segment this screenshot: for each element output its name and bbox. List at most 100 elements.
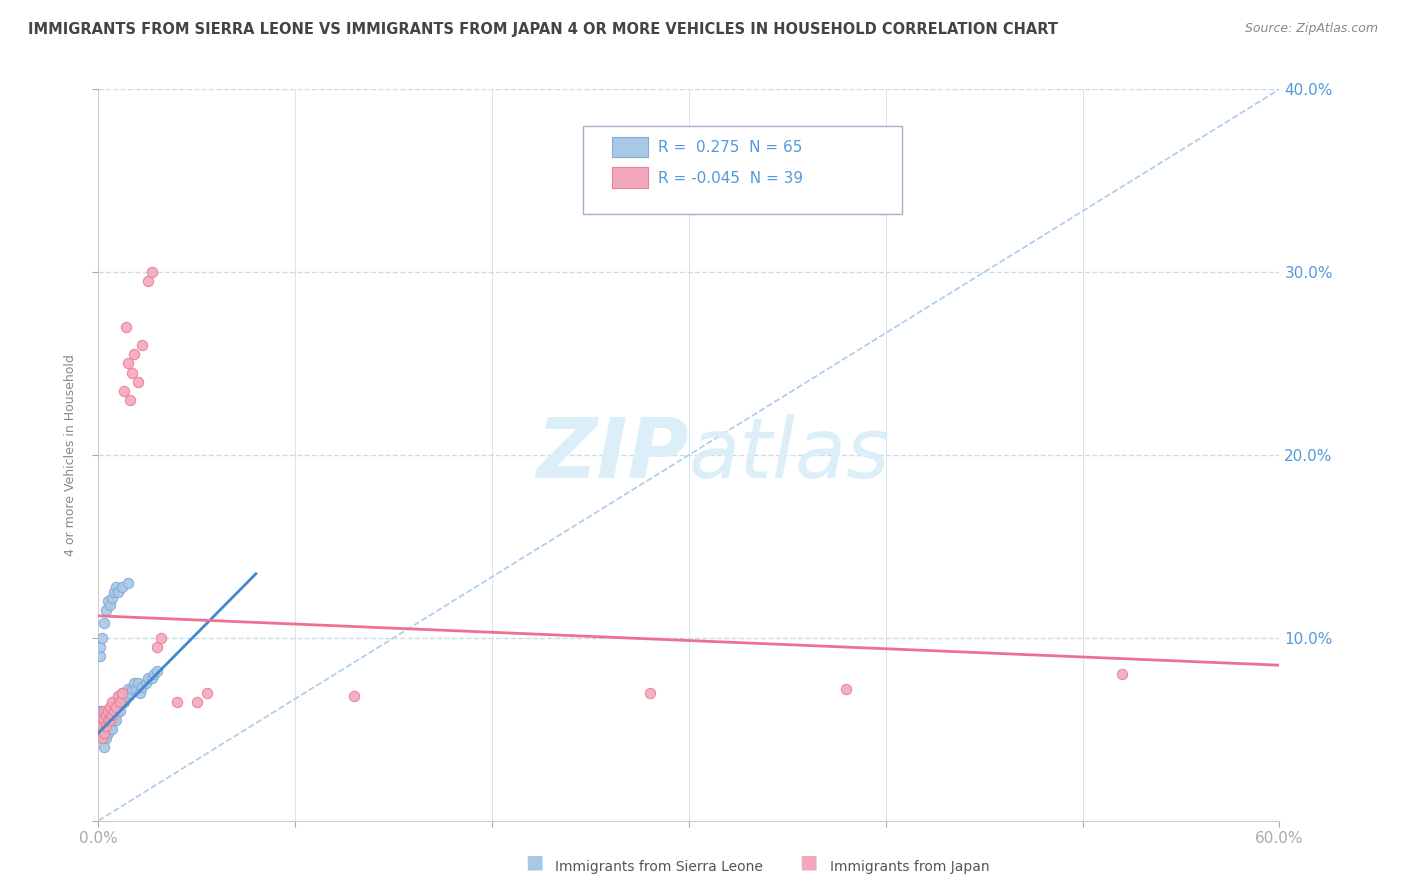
- Point: [93, 704, 115, 718]
- Point: [91, 704, 114, 718]
- Point: [96, 704, 118, 718]
- Point: [117, 356, 139, 371]
- Point: [638, 685, 661, 699]
- Point: [131, 680, 153, 694]
- Point: [93, 713, 115, 727]
- Point: [98, 723, 121, 737]
- Point: [89, 704, 111, 718]
- Point: [141, 671, 163, 685]
- Point: [93, 731, 115, 746]
- Text: R =  0.275  N = 65: R = 0.275 N = 65: [658, 140, 803, 155]
- Point: [108, 695, 131, 709]
- Point: [96, 713, 118, 727]
- Bar: [612, 168, 648, 188]
- Point: [89, 640, 111, 654]
- Point: [112, 384, 135, 398]
- Point: [141, 265, 163, 279]
- Text: Source: ZipAtlas.com: Source: ZipAtlas.com: [1244, 22, 1378, 36]
- Point: [101, 707, 124, 722]
- Point: [105, 700, 128, 714]
- Point: [96, 731, 118, 746]
- Point: [112, 695, 135, 709]
- Point: [128, 685, 150, 699]
- Point: [93, 713, 115, 727]
- Point: [101, 707, 124, 722]
- Point: [146, 640, 169, 654]
- Point: [91, 723, 114, 737]
- Point: [118, 392, 141, 407]
- Point: [105, 713, 128, 727]
- Point: [107, 695, 129, 709]
- Point: [93, 726, 115, 740]
- Point: [117, 690, 139, 704]
- Point: [105, 580, 128, 594]
- Point: [118, 685, 141, 699]
- Point: [146, 664, 169, 678]
- Point: [835, 681, 858, 696]
- Point: [89, 723, 111, 737]
- Point: [91, 731, 114, 746]
- Point: [103, 585, 125, 599]
- Point: [108, 704, 131, 718]
- Text: IMMIGRANTS FROM SIERRA LEONE VS IMMIGRANTS FROM JAPAN 4 OR MORE VEHICLES IN HOUS: IMMIGRANTS FROM SIERRA LEONE VS IMMIGRAN…: [28, 22, 1059, 37]
- Point: [96, 723, 118, 737]
- Point: [97, 704, 120, 718]
- Point: [117, 576, 139, 591]
- Text: atlas: atlas: [689, 415, 890, 495]
- Point: [111, 580, 134, 594]
- Point: [125, 681, 148, 696]
- Text: ■: ■: [799, 852, 818, 871]
- Point: [98, 713, 121, 727]
- FancyBboxPatch shape: [582, 126, 901, 213]
- Point: [93, 740, 115, 755]
- Point: [105, 704, 128, 718]
- Text: Immigrants from Japan: Immigrants from Japan: [830, 860, 990, 874]
- Point: [89, 713, 111, 727]
- Point: [127, 676, 149, 690]
- Point: [150, 631, 173, 645]
- Point: [103, 713, 125, 727]
- Point: [108, 695, 131, 709]
- Bar: [612, 136, 648, 157]
- Point: [343, 690, 366, 704]
- Point: [91, 713, 114, 727]
- Text: ■: ■: [524, 852, 544, 871]
- Point: [111, 685, 134, 699]
- Point: [111, 685, 134, 699]
- Text: R = -0.045  N = 39: R = -0.045 N = 39: [658, 171, 803, 186]
- Point: [97, 713, 120, 727]
- Point: [97, 726, 120, 740]
- Point: [131, 338, 153, 352]
- Point: [186, 695, 208, 709]
- Point: [115, 685, 138, 699]
- Point: [135, 676, 157, 690]
- Point: [89, 723, 111, 737]
- Point: [96, 707, 118, 722]
- Point: [117, 681, 139, 696]
- Point: [97, 704, 120, 718]
- Point: [91, 718, 114, 732]
- Text: ZIP: ZIP: [536, 415, 689, 495]
- Point: [93, 723, 115, 737]
- Point: [97, 711, 120, 725]
- Point: [1111, 667, 1133, 681]
- Point: [98, 598, 121, 612]
- Point: [121, 681, 143, 696]
- Point: [166, 695, 188, 709]
- Point: [121, 366, 143, 380]
- Point: [96, 718, 118, 732]
- Point: [107, 585, 129, 599]
- Point: [103, 700, 125, 714]
- Point: [93, 616, 115, 631]
- Point: [103, 704, 125, 718]
- Point: [111, 695, 134, 709]
- Point: [122, 347, 145, 361]
- Point: [96, 603, 118, 617]
- Y-axis label: 4 or more Vehicles in Household: 4 or more Vehicles in Household: [63, 354, 77, 556]
- Point: [127, 375, 149, 389]
- Point: [142, 667, 165, 681]
- Point: [97, 594, 120, 608]
- Point: [115, 320, 138, 334]
- Point: [122, 676, 145, 690]
- Point: [101, 713, 124, 727]
